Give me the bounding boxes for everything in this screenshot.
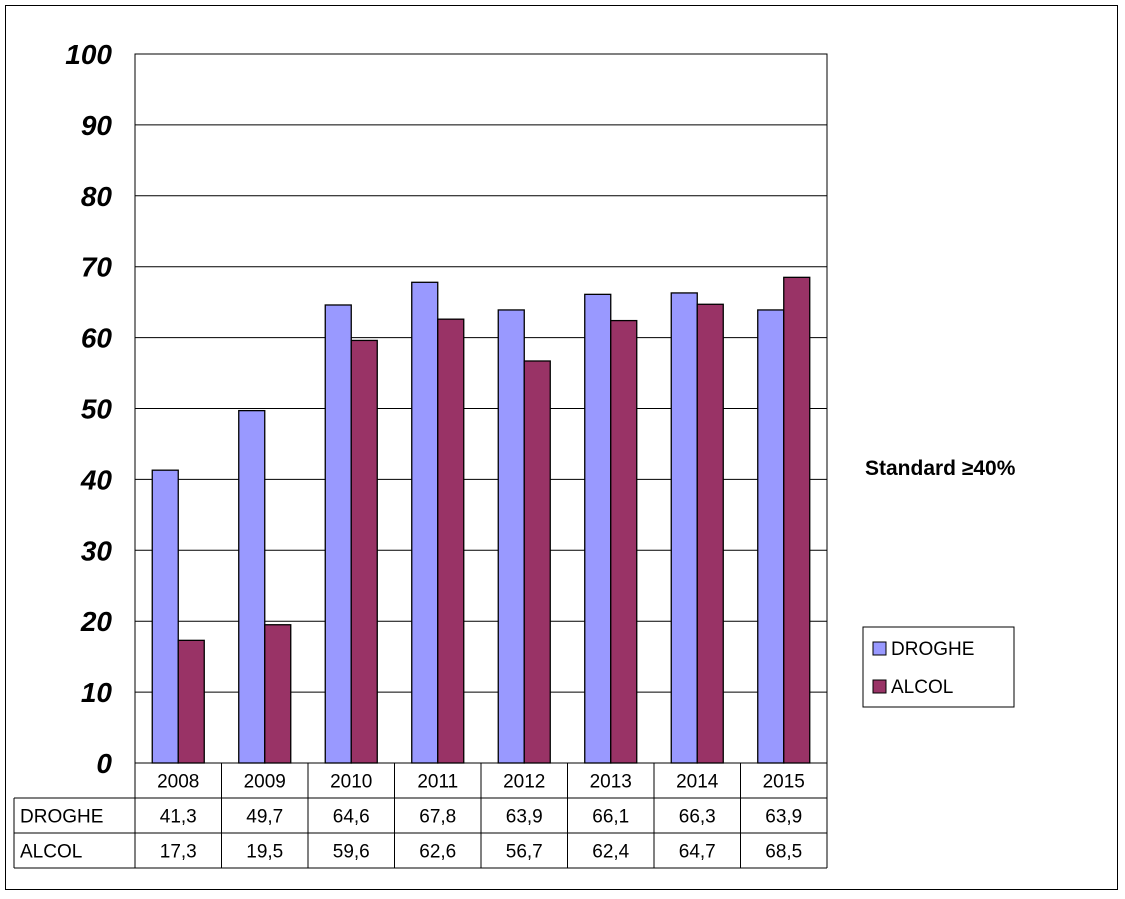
y-axis-ticks: 0 10 20 30 40 50 60 70 80 90 100	[65, 39, 112, 779]
x-tick-label: 2012	[503, 772, 545, 793]
chart-frame	[5, 5, 1118, 890]
legend-swatch-droghe	[872, 641, 887, 656]
table-value: 64,6	[333, 807, 370, 828]
y-tick-label: 10	[81, 677, 113, 708]
y-tick-label: 30	[81, 535, 113, 566]
table-value: 41,3	[160, 807, 197, 828]
table-row-label: ALCOL	[20, 842, 82, 863]
table-value: 63,9	[506, 807, 543, 828]
standard-annotation: Standard ≥40%	[865, 457, 1016, 480]
legend: DROGHE ALCOL	[862, 626, 1015, 708]
y-tick-label: 40	[80, 464, 113, 495]
x-tick-label: 2008	[157, 772, 199, 793]
table-value: 62,4	[592, 842, 629, 863]
bar-droghe-2010	[324, 304, 352, 764]
bar-alcol-2012	[523, 360, 551, 764]
bar-alcol-2013	[610, 319, 638, 764]
table-value: 67,8	[419, 807, 456, 828]
x-tick-label: 2013	[590, 772, 632, 793]
legend-swatch-alcol	[872, 679, 887, 694]
y-tick-label: 100	[65, 39, 112, 70]
x-tick-label: 2011	[417, 772, 458, 793]
table-value: 64,7	[679, 842, 716, 863]
table-value: 62,6	[419, 842, 456, 863]
legend-box	[862, 626, 1015, 708]
table-value: 59,6	[333, 842, 370, 863]
bar-alcol-2008	[177, 639, 205, 764]
bar-alcol-2010	[350, 339, 378, 764]
x-tick-label: 2009	[244, 772, 286, 793]
table-value: 56,7	[506, 842, 543, 863]
data-table: 2008 2009 2010 2011 2012 2013 2014 2015 DROGHE 41…	[13, 762, 828, 869]
x-tick-label: 2010	[330, 772, 372, 793]
y-tick-label: 70	[81, 252, 113, 283]
bar-alcol-2015	[783, 276, 811, 764]
table-value: 68,5	[765, 842, 802, 863]
bar-droghe-2011	[411, 281, 439, 764]
y-tick-label: 20	[80, 606, 113, 637]
bar-alcol-2014	[696, 303, 724, 764]
bar-droghe-2015	[757, 309, 785, 764]
legend-label-droghe: DROGHE	[891, 639, 974, 660]
table-value: 17,3	[160, 842, 197, 863]
table-value: 66,3	[679, 807, 716, 828]
bar-droghe-2009	[238, 409, 266, 764]
y-tick-label: 50	[81, 394, 113, 425]
bar-droghe-2008	[151, 469, 179, 764]
table-row-label: DROGHE	[20, 807, 103, 828]
bar-droghe-2014	[670, 292, 698, 764]
bar-droghe-2012	[497, 309, 525, 764]
x-tick-label: 2014	[676, 772, 719, 793]
table-value: 63,9	[765, 807, 802, 828]
legend-label-alcol: ALCOL	[891, 677, 953, 698]
x-tick-label: 2015	[763, 772, 805, 793]
table-value: 19,5	[246, 842, 283, 863]
bar-alcol-2011	[437, 318, 465, 764]
y-tick-label: 60	[81, 323, 113, 354]
bars	[151, 276, 811, 764]
y-tick-label: 0	[96, 748, 112, 779]
table-value: 66,1	[592, 807, 629, 828]
y-tick-label: 80	[81, 181, 113, 212]
y-tick-label: 90	[81, 110, 113, 141]
table-value: 49,7	[246, 807, 283, 828]
bar-droghe-2013	[584, 293, 612, 764]
bar-alcol-2009	[264, 624, 292, 764]
